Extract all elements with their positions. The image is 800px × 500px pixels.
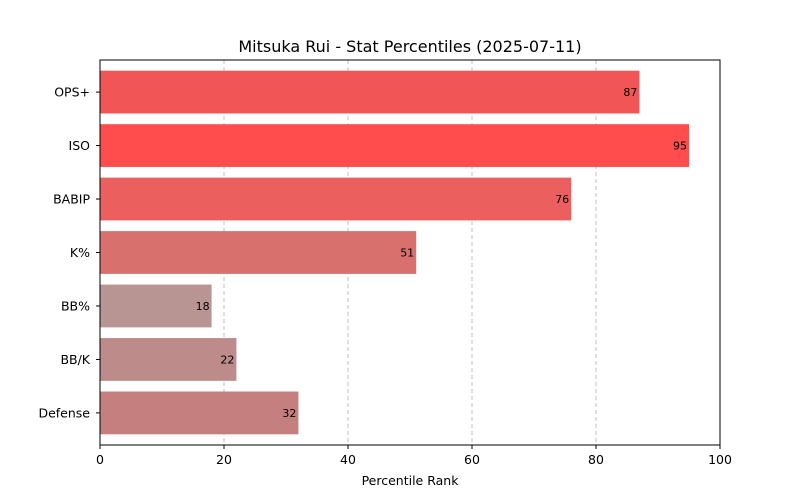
x-tick-label: 100	[708, 452, 732, 467]
bar-iso	[100, 124, 689, 167]
bar-value-label: 76	[555, 193, 569, 206]
data-labels: 87 95 76 51 18 22 32	[196, 86, 687, 420]
bar-babip	[100, 177, 572, 221]
y-tick-label: OPS+	[54, 85, 90, 100]
y-tick-label: BB%	[61, 298, 90, 313]
bar-bb-	[100, 284, 212, 328]
x-axis-label: Percentile Rank	[362, 473, 460, 488]
x-tick-label: 40	[340, 452, 356, 467]
bar-value-label: 18	[196, 300, 210, 313]
bar-value-label: 51	[400, 247, 414, 260]
bar-ops-	[100, 70, 640, 114]
bar-value-label: 22	[220, 353, 234, 366]
x-tick-label: 80	[588, 452, 604, 467]
y-tick-label: ISO	[69, 138, 91, 153]
bar-k-	[100, 231, 417, 274]
bar-bb-k	[100, 338, 237, 381]
bar-value-label: 95	[673, 140, 687, 153]
bar-value-label: 32	[282, 407, 296, 420]
axes: 0 20 40 60 80 100 OPS+ ISO BABIP K% BB% BB/K Defense	[38, 85, 732, 467]
y-tick-label: K%	[70, 245, 90, 260]
bar-value-label: 87	[623, 86, 637, 99]
y-tick-label: BB/K	[60, 352, 90, 367]
y-tick-label: Defense	[38, 405, 90, 420]
x-tick-label: 20	[216, 452, 232, 467]
chart-title: Mitsuka Rui - Stat Percentiles (2025-07-…	[238, 37, 581, 56]
x-tick-label: 0	[96, 452, 104, 467]
bars	[100, 70, 689, 435]
y-tick-label: BABIP	[53, 192, 90, 207]
x-tick-label: 60	[464, 452, 480, 467]
bar-defense	[100, 391, 299, 435]
